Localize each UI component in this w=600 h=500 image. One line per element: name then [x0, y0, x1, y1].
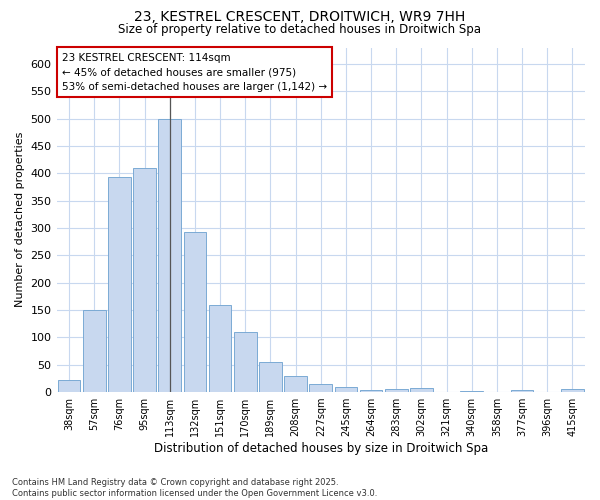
Bar: [284, 376, 307, 392]
Text: Size of property relative to detached houses in Droitwich Spa: Size of property relative to detached ho…: [119, 22, 482, 36]
Bar: [184, 232, 206, 392]
Bar: [83, 310, 106, 392]
Bar: [58, 380, 80, 392]
Bar: [511, 390, 533, 392]
Bar: [133, 168, 156, 392]
Bar: [561, 390, 584, 392]
Bar: [460, 391, 483, 392]
Bar: [259, 362, 282, 392]
Bar: [410, 388, 433, 392]
Bar: [385, 390, 407, 392]
Bar: [360, 390, 382, 392]
Y-axis label: Number of detached properties: Number of detached properties: [15, 132, 25, 308]
Text: 23 KESTREL CRESCENT: 114sqm
← 45% of detached houses are smaller (975)
53% of se: 23 KESTREL CRESCENT: 114sqm ← 45% of det…: [62, 52, 327, 92]
Bar: [108, 177, 131, 392]
X-axis label: Distribution of detached houses by size in Droitwich Spa: Distribution of detached houses by size …: [154, 442, 488, 455]
Bar: [209, 304, 232, 392]
Text: Contains HM Land Registry data © Crown copyright and database right 2025.
Contai: Contains HM Land Registry data © Crown c…: [12, 478, 377, 498]
Bar: [310, 384, 332, 392]
Text: 23, KESTREL CRESCENT, DROITWICH, WR9 7HH: 23, KESTREL CRESCENT, DROITWICH, WR9 7HH: [134, 10, 466, 24]
Bar: [234, 332, 257, 392]
Bar: [335, 386, 357, 392]
Bar: [158, 118, 181, 392]
